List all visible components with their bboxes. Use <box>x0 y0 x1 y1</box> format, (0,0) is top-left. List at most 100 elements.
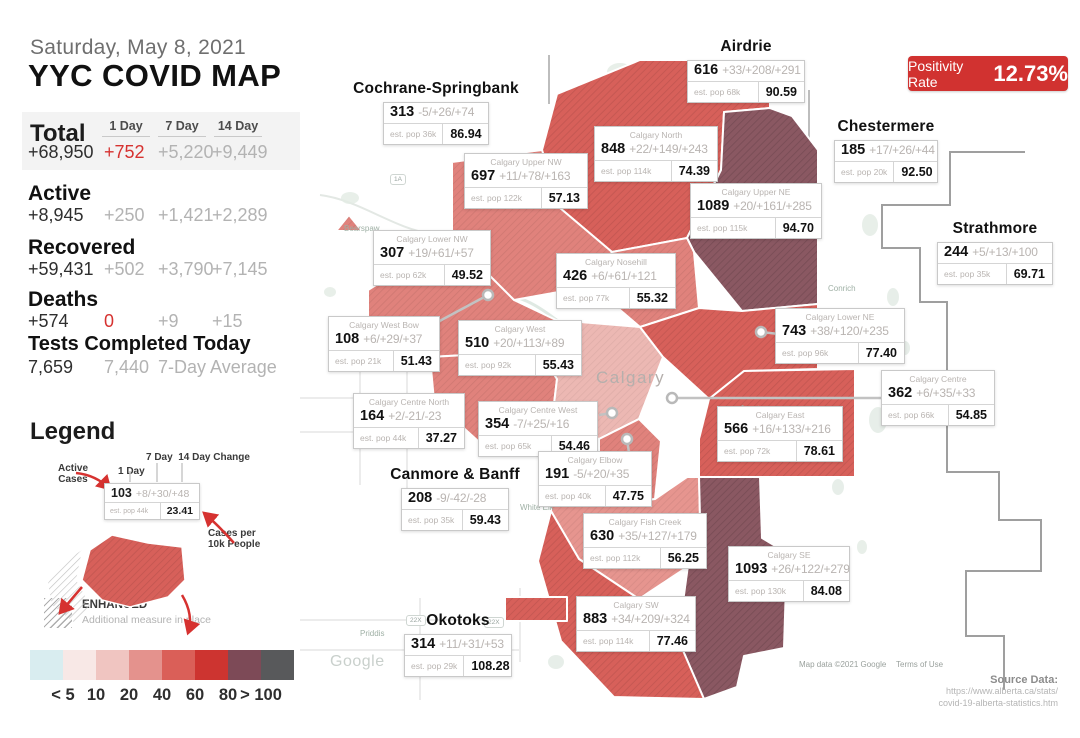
basemap-place-label: Priddis <box>360 629 385 638</box>
cases-per-10k-value: 94.70 <box>774 218 821 238</box>
legend-sample-region <box>81 534 186 608</box>
cases-row: 1089 +20/+161/+285 <box>691 197 821 218</box>
road-badge: 22X <box>484 617 504 628</box>
cases-per-10k-value: 78.61 <box>795 441 842 461</box>
region-name: Strathmore <box>952 220 1038 237</box>
region-name: Airdrie <box>720 38 772 55</box>
legend-cases-per-10k-label: Cases per 10k People <box>208 528 261 550</box>
page-title: YYC COVID MAP <box>28 58 282 93</box>
active-cases-value: 164 <box>360 408 385 424</box>
region-name: Canmore & Banff <box>390 466 520 483</box>
active-14day: +2,289 <box>212 205 268 225</box>
est-pop: est. pop 114k <box>583 636 634 646</box>
region-stat-box: Calgary Centre West 354 -7/+25/+16 est. pop… <box>478 401 598 457</box>
source-data-label: Source Data: <box>990 674 1058 686</box>
est-pop: est. pop 40k <box>545 491 592 501</box>
legend-title: Legend <box>30 418 116 445</box>
change-values: +20/+113/+89 <box>493 336 565 350</box>
cases-row: 362 +6/+35/+33 <box>882 384 994 405</box>
recovered-value: +59,431 <box>28 259 94 279</box>
cases-row: 426 +6/+61/+121 <box>557 267 675 288</box>
pop-row: est. pop 35k 69.71 <box>938 264 1052 284</box>
region-name: Calgary SE <box>767 550 811 560</box>
cases-per-10k-value: 92.50 <box>893 162 939 182</box>
terms-of-use-link[interactable]: Terms of Use <box>896 660 944 669</box>
change-values: -5/+26/+74 <box>418 105 475 119</box>
pop-row: est. pop 77k 55.32 <box>557 288 675 308</box>
cases-per-10k-value: 108.28 <box>463 656 516 676</box>
cases-per-10k-value: 51.43 <box>392 351 439 371</box>
region-name: Okotoks <box>426 612 490 629</box>
enhanced-sublabel: Additional measure in place <box>82 614 211 626</box>
road-badge: 22X <box>406 615 426 626</box>
deaths-label: Deaths <box>28 288 99 311</box>
active-cases-value: 697 <box>471 168 496 184</box>
region-name: Calgary West Bow <box>349 320 419 330</box>
active-cases-value: 354 <box>485 416 510 432</box>
pop-row: est. pop 114k 77.46 <box>577 631 695 651</box>
region-name: Calgary Nosehill <box>585 257 647 267</box>
callout-calgary-west: Calgary West 510 +20/+113/+89 est. pop 92k 5… <box>458 320 582 376</box>
scale-label: 20 <box>119 686 139 704</box>
active-1day: +250 <box>104 205 145 225</box>
region-name: Calgary Centre West <box>498 405 578 415</box>
region-stat-box: Calgary West Bow 108 +6/+29/+37 est. pop 21… <box>328 316 440 372</box>
pop-row: est. pop 66k 54.85 <box>882 405 994 425</box>
total-14day: +9,449 <box>212 142 268 162</box>
est-pop: est. pop 21k <box>335 356 382 366</box>
pop-row: est. pop 112k 56.25 <box>584 548 706 568</box>
cases-row: 616 +33/+208/+291 <box>688 61 804 82</box>
est-pop: est. pop 68k <box>694 87 741 97</box>
callout-calgary-east: Calgary East 566 +16/+133/+216 est. pop 72k… <box>717 406 843 462</box>
callout-calgary-elbow: Calgary Elbow 191 -5/+20/+35 est. pop 40k 47… <box>538 451 652 507</box>
cases-per-10k-value: 55.32 <box>628 288 675 308</box>
active-cases-value: 307 <box>380 245 405 261</box>
cases-row: 848 +22/+149/+243 <box>595 140 717 161</box>
positivity-rate-badge: Positivity Rate 12.73% <box>908 56 1068 91</box>
region-name: Calgary SW <box>613 600 659 610</box>
cases-row: 108 +6/+29/+37 <box>329 330 439 351</box>
cases-row: 697 +11/+78/+163 <box>465 167 587 188</box>
region-stat-box: Calgary North 848 +22/+149/+243 est. pop 11… <box>594 126 718 182</box>
change-values: +19/+61/+57 <box>408 246 474 260</box>
scale-swatch <box>195 650 228 680</box>
change-values: +11/+31/+53 <box>439 637 504 651</box>
cases-row: 307 +19/+61/+57 <box>374 244 490 265</box>
active-cases-value: 191 <box>545 466 570 482</box>
col-header-1day: 1 Day <box>102 119 150 137</box>
est-pop: est. pop 96k <box>782 348 829 358</box>
col-header-14day: 14 Day <box>214 119 262 137</box>
region-name: Calgary Upper NW <box>490 157 562 167</box>
active-cases-value: 566 <box>724 421 749 437</box>
cases-row: 354 -7/+25/+16 <box>479 415 597 436</box>
pop-row: est. pop 130k 84.08 <box>729 581 849 601</box>
cases-per-10k-value: 49.52 <box>443 265 490 285</box>
cases-per-10k-value: 56.25 <box>659 548 706 568</box>
region-stat-box: Calgary SE 1093 +26/+122/+279 est. pop 130k… <box>728 546 850 602</box>
scale-label: > 100 <box>240 686 282 704</box>
cases-row: 743 +38/+120/+235 <box>776 322 904 343</box>
est-pop: est. pop 130k <box>735 586 787 596</box>
est-pop: est. pop 29k <box>411 661 458 671</box>
cases-row: 566 +16/+133/+216 <box>718 420 842 441</box>
callout-canmore-banff: Canmore & Banff 208 -9/-42/-28 est. pop 35k… <box>380 466 530 531</box>
scale-label: 40 <box>152 686 172 704</box>
pop-row: est. pop 21k 51.43 <box>329 351 439 371</box>
pop-row: est. pop 40k 47.75 <box>539 486 651 506</box>
change-values: -9/-42/-28 <box>436 491 487 505</box>
municipal-boundary <box>881 151 1042 690</box>
active-cases-value: 1093 <box>735 561 768 577</box>
change-values: +38/+120/+235 <box>810 324 889 338</box>
active-cases-value: 108 <box>335 331 360 347</box>
pop-row: est. pop 35k 59.43 <box>402 510 508 530</box>
cases-per-10k-value: 77.46 <box>648 631 695 651</box>
change-values: +22/+149/+243 <box>629 142 708 156</box>
pop-row: est. pop 65k 54.46 <box>479 436 597 456</box>
cases-row: 630 +35/+127/+179 <box>584 527 706 548</box>
active-cases-value: 883 <box>583 611 608 627</box>
callout-calgary-sw: Calgary SW 883 +34/+209/+324 est. pop 114k 7… <box>576 596 696 652</box>
cases-per-10k-value: 59.43 <box>461 510 508 530</box>
change-values: +35/+127/+179 <box>618 529 697 543</box>
cases-per-10k-value: 86.94 <box>442 124 488 144</box>
cases-row: 314 +11/+31/+53 <box>405 635 511 656</box>
